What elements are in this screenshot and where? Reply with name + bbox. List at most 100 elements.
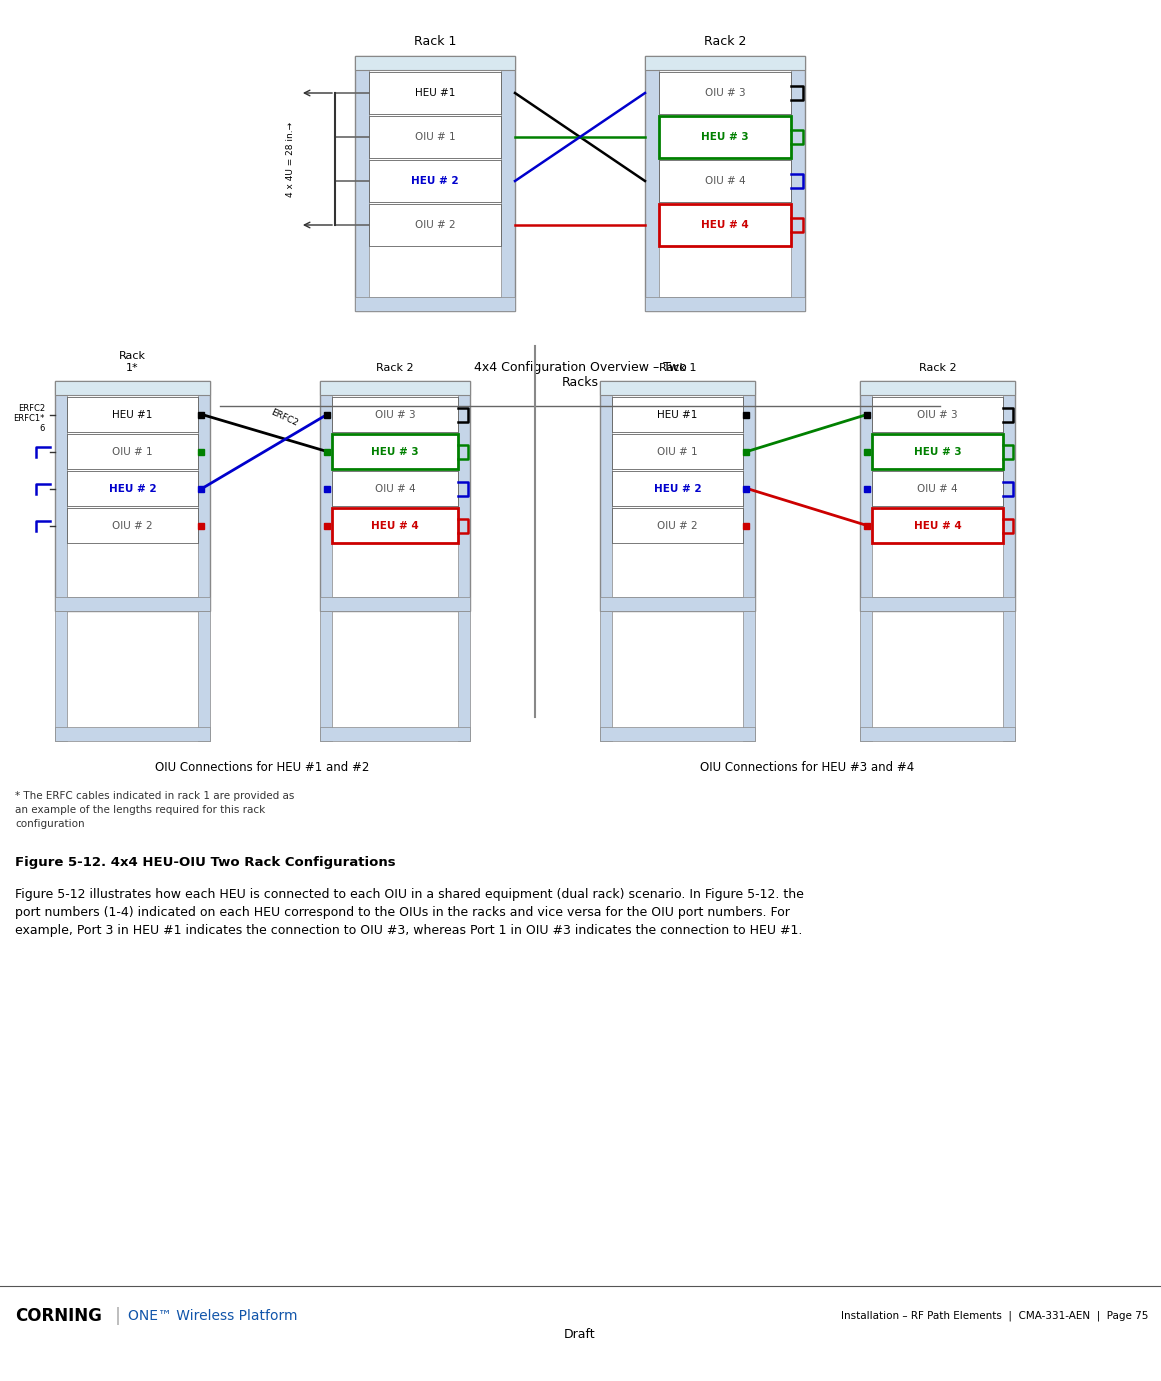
Bar xyxy=(612,471,743,505)
Bar xyxy=(600,381,755,610)
Text: HEU # 2: HEU # 2 xyxy=(654,483,701,493)
Text: 4x4 Configuration Overview – Two
Racks: 4x4 Configuration Overview – Two Racks xyxy=(474,360,686,389)
Bar xyxy=(67,508,199,543)
Text: ERFC2: ERFC2 xyxy=(269,407,300,428)
Bar xyxy=(646,57,805,311)
Text: Rack 2: Rack 2 xyxy=(704,35,747,48)
Bar xyxy=(320,610,332,742)
Bar xyxy=(600,381,755,395)
Text: HEU # 3: HEU # 3 xyxy=(914,446,961,457)
Text: HEU # 4: HEU # 4 xyxy=(372,521,419,530)
Bar xyxy=(612,395,743,597)
Bar xyxy=(872,395,1003,597)
Text: example, Port 3 in HEU #1 indicates the connection to OIU #3, whereas Port 1 in : example, Port 3 in HEU #1 indicates the … xyxy=(15,924,802,936)
Bar xyxy=(659,160,791,202)
Bar xyxy=(659,72,791,115)
Text: HEU # 3: HEU # 3 xyxy=(701,133,749,142)
Bar xyxy=(355,57,515,311)
Text: OIU # 2: OIU # 2 xyxy=(414,220,455,231)
Text: ONE™ Wireless Platform: ONE™ Wireless Platform xyxy=(128,1309,297,1323)
Text: |: | xyxy=(115,1306,121,1324)
Bar xyxy=(67,395,199,597)
Text: 6: 6 xyxy=(39,424,45,434)
Bar xyxy=(369,204,502,246)
Text: HEU # 2: HEU # 2 xyxy=(411,175,459,186)
Text: OIU # 3: OIU # 3 xyxy=(705,88,745,98)
Bar xyxy=(369,72,502,115)
Bar xyxy=(55,726,210,742)
Text: Rack 2: Rack 2 xyxy=(376,363,413,373)
Text: Draft: Draft xyxy=(564,1329,596,1341)
Text: OIU # 4: OIU # 4 xyxy=(705,175,745,186)
Bar xyxy=(332,508,457,543)
Bar xyxy=(320,726,470,742)
Bar xyxy=(369,160,502,202)
Bar xyxy=(612,396,743,432)
Text: Rack 1: Rack 1 xyxy=(413,35,456,48)
Bar xyxy=(860,597,1015,610)
Bar xyxy=(860,610,872,742)
Bar xyxy=(55,597,210,610)
Text: OIU # 1: OIU # 1 xyxy=(657,446,698,457)
Bar xyxy=(320,597,470,610)
Bar xyxy=(872,396,1003,432)
Text: OIU Connections for HEU #3 and #4: OIU Connections for HEU #3 and #4 xyxy=(700,761,915,773)
Bar xyxy=(646,297,805,311)
Text: OIU # 3: OIU # 3 xyxy=(375,410,416,420)
Text: ERFC1*: ERFC1* xyxy=(14,414,45,423)
Text: 4 x 4U = 28 in.→: 4 x 4U = 28 in.→ xyxy=(286,122,295,196)
Bar xyxy=(320,381,470,610)
Text: configuration: configuration xyxy=(15,819,85,829)
Bar xyxy=(67,396,199,432)
Text: HEU #1: HEU #1 xyxy=(414,88,455,98)
Text: OIU # 4: OIU # 4 xyxy=(917,483,958,493)
Bar xyxy=(612,508,743,543)
Text: HEU # 4: HEU # 4 xyxy=(701,220,749,231)
Bar xyxy=(332,434,457,470)
Bar xyxy=(355,297,515,311)
Text: port numbers (1-4) indicated on each HEU correspond to the OIUs in the racks and: port numbers (1-4) indicated on each HEU… xyxy=(15,906,789,918)
Text: OIU # 2: OIU # 2 xyxy=(657,521,698,530)
Bar xyxy=(332,395,457,597)
Bar xyxy=(332,396,457,432)
Text: Installation – RF Path Elements  |  CMA-331-AEN  |  Page 75: Installation – RF Path Elements | CMA-33… xyxy=(841,1311,1148,1322)
Text: ERFC2: ERFC2 xyxy=(17,405,45,413)
Bar xyxy=(860,381,1015,395)
Bar xyxy=(659,70,791,297)
Bar xyxy=(67,471,199,505)
Text: Rack 1: Rack 1 xyxy=(658,363,697,373)
Bar xyxy=(320,381,470,395)
Bar xyxy=(600,597,755,610)
Bar xyxy=(612,434,743,470)
Bar xyxy=(860,381,1015,610)
Text: OIU # 3: OIU # 3 xyxy=(917,410,958,420)
Bar xyxy=(659,204,791,246)
Text: OIU # 2: OIU # 2 xyxy=(113,521,153,530)
Bar xyxy=(457,610,470,742)
Text: Rack
1*: Rack 1* xyxy=(118,351,146,373)
Text: OIU # 1: OIU # 1 xyxy=(414,133,455,142)
Bar xyxy=(872,508,1003,543)
Bar xyxy=(659,116,791,157)
Bar xyxy=(199,610,210,742)
Bar xyxy=(67,434,199,470)
Bar xyxy=(355,57,515,70)
Bar xyxy=(369,116,502,157)
Bar xyxy=(860,726,1015,742)
Text: OIU # 1: OIU # 1 xyxy=(113,446,153,457)
Text: Figure 5-12. 4x4 HEU-OIU Two Rack Configurations: Figure 5-12. 4x4 HEU-OIU Two Rack Config… xyxy=(15,856,396,869)
Bar xyxy=(872,434,1003,470)
Text: * The ERFC cables indicated in rack 1 are provided as: * The ERFC cables indicated in rack 1 ar… xyxy=(15,791,295,801)
Text: OIU Connections for HEU #1 and #2: OIU Connections for HEU #1 and #2 xyxy=(156,761,369,773)
Bar xyxy=(369,70,502,297)
Bar xyxy=(55,381,210,395)
Bar xyxy=(600,610,612,742)
Bar xyxy=(55,610,67,742)
Bar xyxy=(55,381,210,610)
Bar xyxy=(743,610,755,742)
Bar xyxy=(646,57,805,70)
Bar xyxy=(1003,610,1015,742)
Text: Rack 2: Rack 2 xyxy=(918,363,957,373)
Text: CORNING: CORNING xyxy=(15,1306,102,1324)
Text: HEU #1: HEU #1 xyxy=(657,410,698,420)
